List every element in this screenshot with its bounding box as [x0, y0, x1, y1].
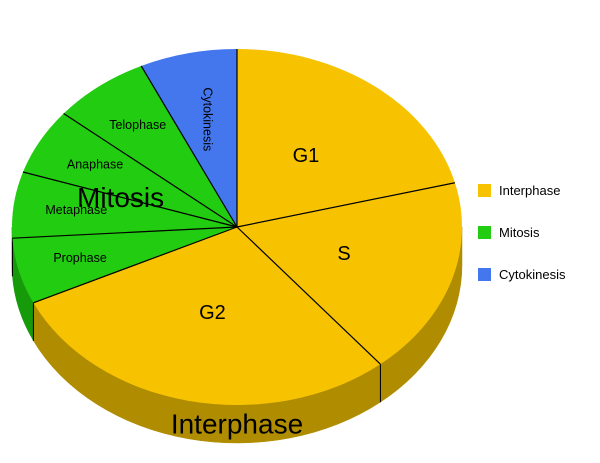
pie-label-layer: G1 S G2 Prophase Metaphase Anaphase Telophase C…	[45, 87, 350, 439]
slice-label-s: S	[337, 243, 350, 265]
pie-slice-divider	[12, 226, 238, 239]
pie-slice-divider	[140, 65, 238, 228]
pie-slice-g2	[33, 227, 381, 405]
legend-item-mitosis: Mitosis	[478, 224, 593, 240]
slice-label-prophase: Prophase	[53, 251, 107, 265]
legend-label-mitosis: Mitosis	[499, 224, 540, 240]
pie-slice-divider	[236, 182, 456, 228]
slice-label-telophase: Telophase	[109, 118, 166, 132]
slice-label-anaphase: Anaphase	[67, 158, 123, 172]
group-label-mitosis: Mitosis	[77, 182, 164, 213]
slice-label-g2: G2	[199, 302, 226, 324]
slice-label-g1: G1	[293, 145, 320, 167]
pie-slice-telophase	[63, 65, 237, 227]
pie-slice-metaphase	[12, 171, 238, 239]
pie-slice-divider	[63, 113, 238, 228]
pie-slice-cytokinesis	[141, 49, 237, 227]
pie-slice-divider	[22, 171, 238, 228]
legend-swatch-cytokinesis	[478, 267, 491, 281]
legend-swatch-interphase	[478, 183, 491, 197]
legend-item-interphase: Interphase	[478, 182, 593, 198]
group-label-interphase: Interphase	[171, 408, 303, 439]
pie-slice-s	[237, 182, 463, 365]
legend-swatch-mitosis	[478, 225, 491, 239]
legend-label-cytokinesis: Cytokinesis	[499, 266, 566, 282]
legend: Interphase Mitosis Cytokinesis	[478, 183, 593, 309]
pie-top-layer	[12, 49, 463, 405]
pie-slice-divider	[236, 226, 381, 365]
pie-slice-g1	[237, 49, 455, 227]
pie-slice-anaphase	[23, 113, 237, 227]
slice-label-metaphase: Metaphase	[45, 203, 107, 217]
legend-item-cytokinesis: Cytokinesis	[478, 266, 593, 282]
slice-label-cytokinesis: Cytokinesis	[200, 87, 214, 151]
pie-slice-prophase	[12, 227, 238, 303]
legend-label-interphase: Interphase	[499, 182, 561, 198]
pie-slice-divider	[33, 226, 238, 304]
